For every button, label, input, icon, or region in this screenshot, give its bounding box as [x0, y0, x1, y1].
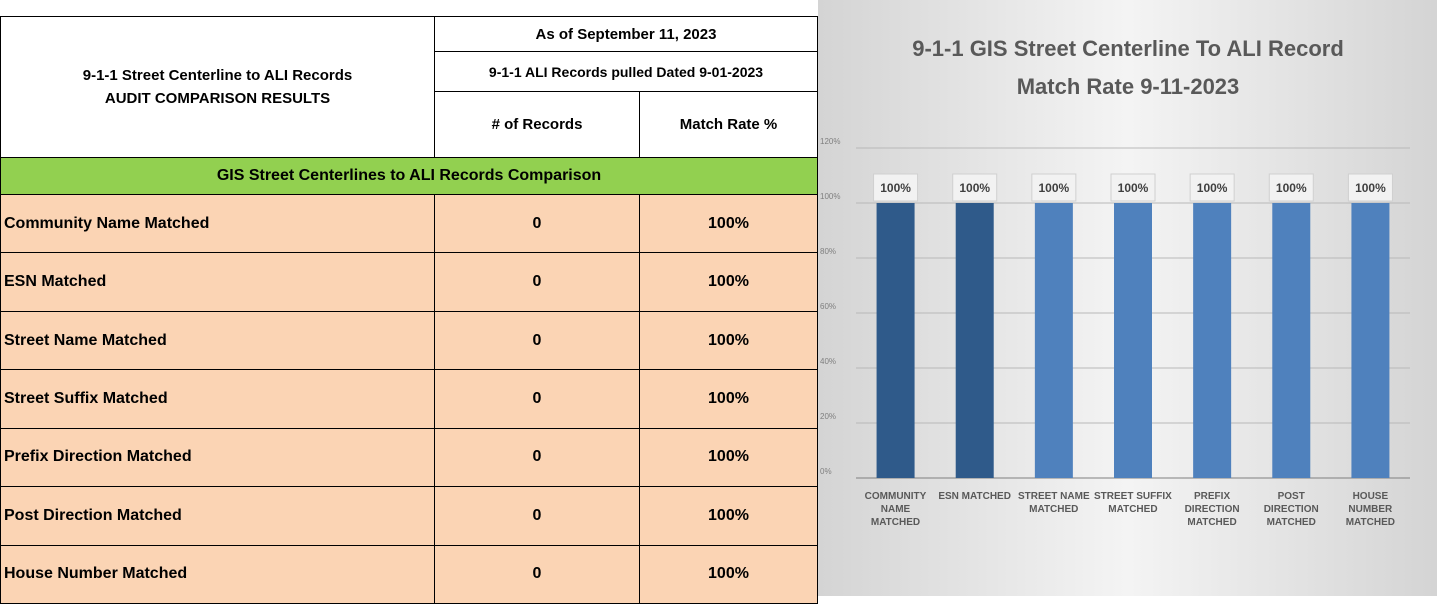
chart-title: 9-1-1 GIS Street Centerline To ALI Recor…: [912, 36, 1344, 99]
bar: [1114, 203, 1152, 478]
cell: 100%: [640, 545, 818, 604]
y-tick-label: 60%: [820, 302, 836, 311]
cell: 0: [435, 370, 640, 429]
data-label: 100%: [1039, 181, 1070, 195]
pulled: 9-1-1 ALI Records pulled Dated 9-01-2023: [435, 52, 818, 92]
cell: 100%: [640, 311, 818, 371]
cell: 0: [435, 195, 640, 254]
y-tick-label: 100%: [820, 192, 840, 201]
cell: 100%: [640, 370, 818, 429]
data-label: 100%: [1197, 181, 1228, 195]
row-label: Post Direction Matched: [0, 487, 435, 546]
cell: 100%: [640, 487, 818, 546]
as-of: As of September 11, 2023: [435, 16, 818, 52]
cell: 0: [435, 311, 640, 371]
data-label: 100%: [1118, 181, 1149, 195]
row-label: ESN Matched: [0, 253, 435, 312]
cell: 0: [435, 545, 640, 604]
data-label: 100%: [1276, 181, 1307, 195]
title-line: 9-1-1 Street Centerline to ALI Records: [82, 67, 353, 84]
column-header: # of Records: [435, 92, 640, 158]
x-tick-label: STREET SUFFIX MATCHED: [1094, 491, 1172, 515]
data-label-box: [1268, 173, 1314, 202]
section-row: GIS Street Centerlines to ALI Records Co…: [0, 158, 818, 195]
y-tick-label: 20%: [820, 412, 836, 421]
row-label: Street Name Matched: [0, 311, 435, 371]
bar: [1193, 203, 1232, 478]
data-label: 100%: [1355, 181, 1386, 195]
row-label: Prefix Direction Matched: [0, 428, 435, 488]
audit-table: 9-1-1 Street Centerline to ALI Records A…: [0, 16, 818, 604]
cell: 0: [435, 428, 640, 488]
x-tick-label: ESN MATCHED: [938, 491, 1011, 502]
row-label: House Number Matched: [0, 545, 435, 604]
data-label: 100%: [880, 181, 911, 195]
x-tick-label: POST DIRECTION MATCHED: [1263, 491, 1319, 528]
cell: 100%: [640, 428, 818, 488]
title-cell: 9-1-1 Street Centerline to ALI Records A…: [0, 16, 435, 158]
bar: [955, 203, 994, 478]
data-label-box: [1031, 173, 1077, 202]
cell: 0: [435, 487, 640, 546]
y-tick-label: 0%: [820, 467, 832, 476]
bar: [1351, 203, 1390, 478]
y-tick-label: 40%: [820, 357, 836, 366]
x-tick-label: PREFIX DIRECTION MATCHED: [1184, 491, 1240, 528]
y-tick-label: 80%: [820, 247, 836, 256]
bar: [1272, 203, 1311, 478]
x-tick-label: COMMUNITY NAME MATCHED: [864, 491, 927, 528]
data-label-box: [952, 173, 998, 202]
title-line: AUDIT COMPARISON RESULTS: [104, 90, 331, 107]
y-tick-label: 120%: [820, 137, 840, 146]
data-label-box: [873, 173, 919, 202]
x-tick-label: STREET NAME MATCHED: [1017, 491, 1090, 515]
data-label-box: [1110, 173, 1156, 202]
cell: 100%: [640, 253, 818, 312]
column-header: Match Rate %: [640, 92, 818, 158]
bar: [876, 203, 915, 478]
data-label: 100%: [959, 181, 990, 195]
x-tick-label: HOUSE NUMBER MATCHED: [1345, 491, 1395, 528]
bar: [1034, 203, 1073, 478]
data-label-box: [1189, 173, 1235, 202]
cell: 0: [435, 253, 640, 312]
row-label: Community Name Matched: [0, 195, 435, 254]
row-label: Street Suffix Matched: [0, 370, 435, 429]
cell: 100%: [640, 195, 818, 254]
chart-plot: 0% 20% 40% 60% 80% 100% 120% 100% 100% 100% 100% 10…: [820, 137, 1410, 479]
chart: 9-1-1 GIS Street Centerline To ALI Recor…: [818, 0, 1437, 596]
data-label-box: [1347, 173, 1393, 202]
